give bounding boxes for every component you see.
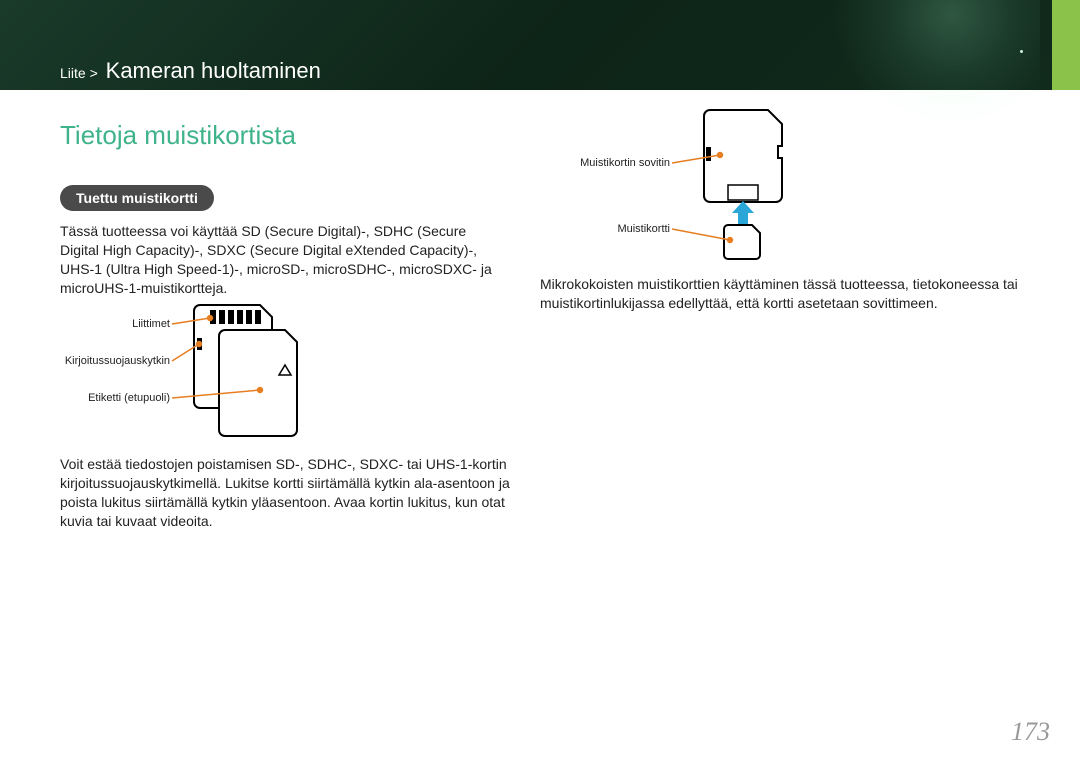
breadcrumb-prefix: Liite >: [60, 65, 98, 81]
header-band: Liite > Kameran huoltaminen: [0, 0, 1080, 90]
label-terminals: Liittimet: [60, 318, 170, 330]
page-number: 173: [1011, 717, 1050, 747]
header-accent-bar: [1052, 0, 1080, 90]
label-front: Etiketti (etupuoli): [60, 392, 170, 404]
breadcrumb-title: Kameran huoltaminen: [106, 58, 321, 83]
label-adapter: Muistikortin sovitin: [560, 157, 670, 169]
sd-card-diagram: Liittimet Kirjoitussuojauskytkin Etikett…: [60, 300, 320, 440]
label-write-protect: Kirjoitussuojauskytkin: [60, 355, 170, 367]
section-title: Tietoja muistikortista: [60, 120, 296, 151]
breadcrumb: Liite > Kameran huoltaminen: [60, 58, 321, 84]
adapter-diagram: Muistikortin sovitin Muistikortti: [560, 105, 850, 265]
subsection-pill: Tuettu muistikortti: [60, 185, 214, 211]
paragraph-write-protect: Voit estää tiedostojen poistamisen SD-, …: [60, 455, 520, 531]
header-glow: [820, 0, 1040, 140]
paragraph-adapter-note: Mikrokokoisten muistikorttien käyttämine…: [540, 275, 1040, 313]
adapter-svg: [560, 105, 850, 265]
label-microcard: Muistikortti: [560, 223, 670, 235]
paragraph-supported-cards: Tässä tuotteessa voi käyttää SD (Secure …: [60, 222, 500, 298]
